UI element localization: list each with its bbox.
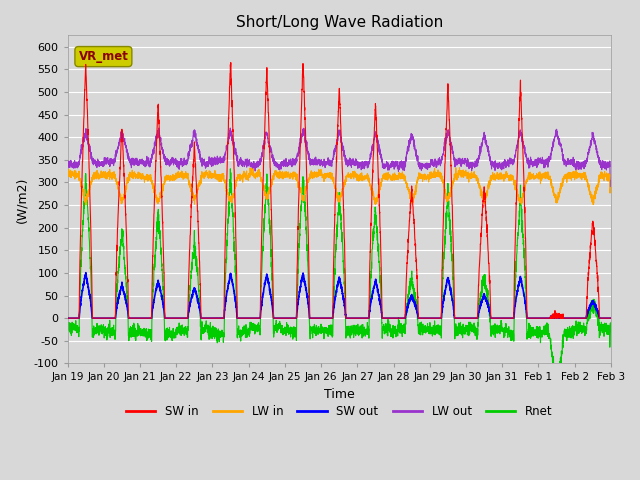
Title: Short/Long Wave Radiation: Short/Long Wave Radiation — [236, 15, 443, 30]
Y-axis label: (W/m2): (W/m2) — [15, 176, 28, 223]
X-axis label: Time: Time — [324, 388, 355, 401]
Legend: SW in, LW in, SW out, LW out, Rnet: SW in, LW in, SW out, LW out, Rnet — [121, 401, 557, 423]
Text: VR_met: VR_met — [79, 50, 129, 63]
